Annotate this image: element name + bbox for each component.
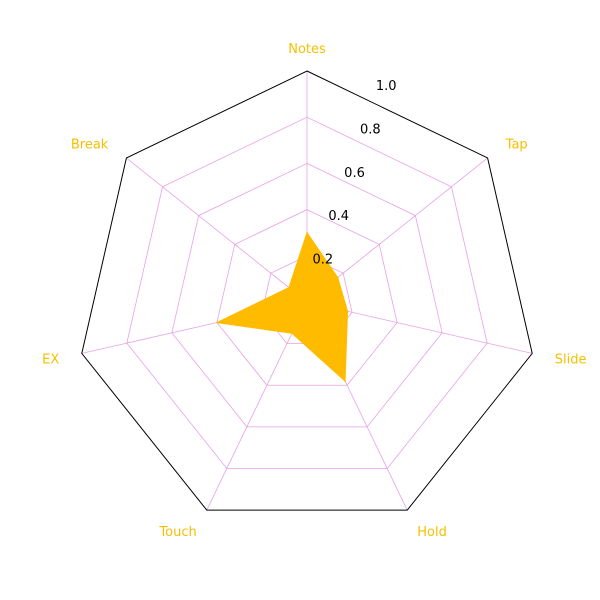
outer-frame [81, 70, 533, 511]
data-point-break [288, 286, 290, 289]
radial-tick-label: 0.6 [344, 166, 365, 181]
data-point-hold [344, 380, 346, 382]
grid-ring-1 [216, 209, 398, 386]
frame-layer [81, 70, 533, 511]
radial-tick-label: 1.0 [376, 79, 397, 94]
category-label-tap: Tap [505, 138, 528, 153]
data-point-notes [306, 231, 308, 234]
data-area [215, 231, 349, 383]
data-layer [215, 231, 349, 383]
category-label-ex: EX [42, 353, 59, 368]
data-point-slide [346, 310, 349, 313]
data-point-ex [216, 321, 218, 324]
category-label-slide: Slide [555, 353, 587, 368]
category-label-notes: Notes [288, 42, 326, 57]
category-label-touch: Touch [158, 525, 196, 540]
spoke-touch [206, 301, 308, 511]
data-point-touch [291, 332, 293, 335]
radial-tick-label: 0.4 [328, 209, 349, 224]
radial-tick-label: 0.8 [360, 122, 381, 137]
grid-ring-2 [171, 162, 443, 428]
spoke-break [126, 157, 308, 303]
label-layer: Notes Tap Slide Hold Touch EX Break 0.2 0.4 0.6 0.… [42, 42, 586, 540]
category-label-hold: Hold [417, 525, 447, 540]
radial-tick-label: 0.2 [312, 253, 333, 268]
category-label-break: Break [71, 138, 109, 153]
data-point-tap [336, 276, 339, 279]
grid-ring-3 [126, 116, 488, 469]
